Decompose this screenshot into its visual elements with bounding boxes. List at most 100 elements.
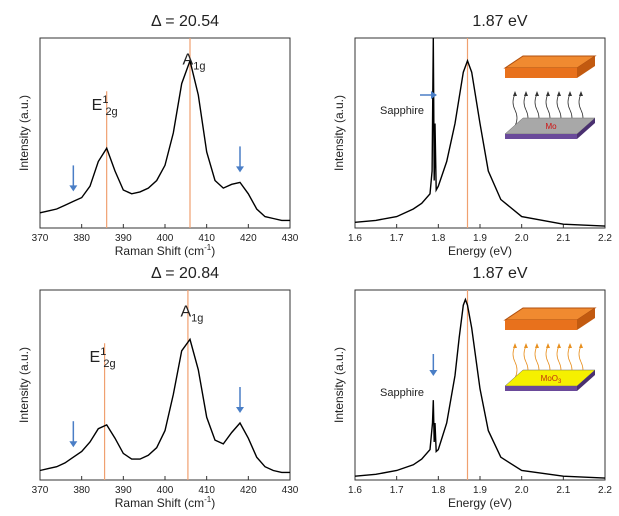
inset-arrow-head [557,91,561,96]
inset-substrate-side [505,134,577,139]
inset-arrow-head [535,91,539,96]
arrow-head [236,166,244,173]
peak-label-sub: 1g [193,61,205,73]
x-tick-label: 420 [240,485,257,496]
peak-label: A1g [180,304,203,325]
x-label-text: Energy (eV) [448,244,512,258]
peak-label: A1g [183,52,206,73]
x-tick-label: 1.6 [348,233,362,244]
inset-arrow-head [546,343,550,348]
spectrum-line [354,37,606,227]
x-tick-label: 1.6 [348,485,362,496]
x-tick-label: 430 [282,485,299,496]
chart-title: 1.87 eV [472,265,527,282]
x-label-text: Raman Shift (cm [115,496,204,510]
x-tick-label: 2.1 [556,485,570,496]
peak-label-sub: 2g [105,106,117,118]
inset-arrow [512,345,518,379]
inset-label-text: MoO [541,374,558,383]
peak-label-text: E [90,349,101,366]
x-tick-label: 2.2 [598,485,612,496]
x-tick-label: 430 [282,233,299,244]
inset-arrow-head [535,343,539,348]
x-tick-label: 2.2 [598,233,612,244]
x-tick-label: 370 [32,485,49,496]
x-tick-label: 2.1 [556,233,570,244]
inset-arrow-head [579,343,583,348]
peak-label: E1 2g [90,346,116,370]
inset-arrow-head [513,343,517,348]
inset-slab-side [505,68,577,78]
peak-label-text: A [180,304,191,321]
x-axis-label: Raman Shift (cm-1) [115,243,215,258]
inset-arrow-head [568,343,572,348]
x-tick-label: 2.0 [515,233,529,244]
peak-label-sup: 1 [102,94,108,106]
x-tick-label: 410 [198,233,215,244]
x-tick-label: 2.0 [515,485,529,496]
y-axis-label: Intensity (a.u.) [332,347,346,423]
inset-substrate-side [505,386,577,391]
arrow-head [429,370,438,376]
x-axis-label: Raman Shift (cm-1) [115,495,215,510]
x-axis-label: Energy (eV) [448,496,512,510]
chart-title: Δ = 20.54 [151,13,219,30]
x-tick-label: 1.8 [431,233,445,244]
inset-label: MoO3 [541,374,562,385]
inset-arrow-head [568,91,572,96]
x-tick-label: 1.9 [473,233,487,244]
y-axis-label: Intensity (a.u.) [17,95,31,171]
x-tick-label: 1.7 [390,485,404,496]
x-tick-label: 410 [198,485,215,496]
inset-label-sub: 3 [558,379,562,385]
inset-arrow-head [579,91,583,96]
x-label-end: ) [211,496,215,510]
inset-arrow-head [524,343,528,348]
inset-arrow-head [546,91,550,96]
inset-slab-side [577,308,595,330]
x-tick-label: 380 [73,233,90,244]
chart-title: Δ = 20.84 [151,265,219,282]
inset-arrow-head [524,91,528,96]
spectrum-line [39,337,290,474]
peak-label-sup: 1 [100,346,106,358]
x-tick-label: 1.7 [390,233,404,244]
sapphire-label: Sapphire [380,105,424,117]
peak-label-sub: 2g [103,358,115,370]
inset-arrow [512,93,518,127]
spectrum-line [39,58,290,222]
chart-title: 1.87 eV [472,13,527,30]
arrow-head [69,441,78,448]
peak-label-text: A [183,52,194,69]
inset-label-text: Mo [545,122,557,131]
peak-label: E1 2g [92,94,118,118]
inset-label: Mo [545,122,557,131]
x-label-sup: -1 [204,495,212,504]
peak-label-sub: 1g [191,313,203,325]
inset-arrow-head [513,91,517,96]
x-label-text: Raman Shift (cm [115,244,204,258]
x-label-sup: -1 [204,243,212,252]
x-label-text: Energy (eV) [448,496,512,510]
x-tick-label: 390 [115,485,132,496]
arrow-head [236,407,244,413]
x-tick-label: 380 [73,485,90,496]
inset-arrow-head [557,343,561,348]
spectrum-line [354,297,606,479]
x-tick-label: 370 [32,233,49,244]
x-tick-label: 400 [157,485,174,496]
x-tick-label: 1.9 [473,485,487,496]
inset-substrate-side [577,118,595,139]
sapphire-label: Sapphire [380,387,424,399]
y-axis-label: Intensity (a.u.) [17,347,31,423]
peak-label-text: E [92,97,103,114]
x-tick-label: 390 [115,233,132,244]
inset-slab-side [505,320,577,330]
x-axis-label: Energy (eV) [448,244,512,258]
plot-frame [39,289,291,481]
arrow-head [69,185,78,192]
x-label-end: ) [211,244,215,258]
x-tick-label: 420 [240,233,257,244]
arrow-head [431,91,437,99]
